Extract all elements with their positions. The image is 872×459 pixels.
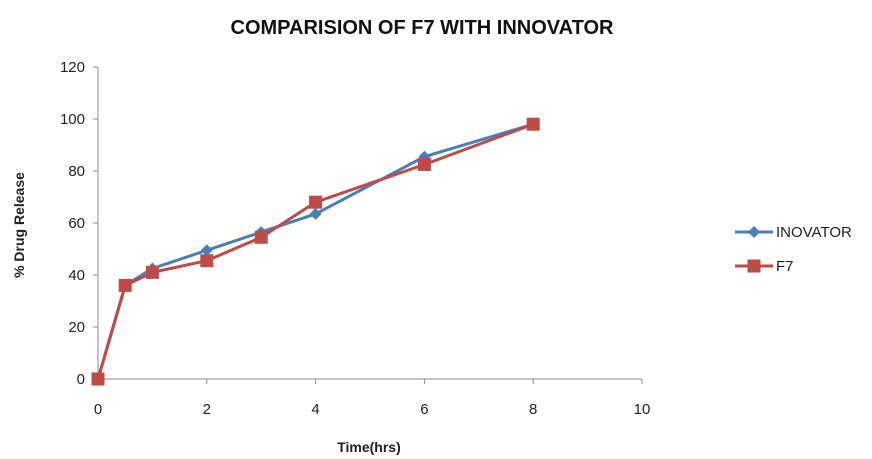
- axes: [93, 66, 643, 384]
- series-line-1: [96, 122, 534, 380]
- tick-labels: 0 20 40 60 80 100 120 0 2 4 6 8 10: [60, 59, 650, 418]
- y-tick-label: 100: [60, 111, 85, 128]
- data-point-0: [309, 207, 322, 220]
- plot-area: [91, 117, 540, 386]
- y-tick-label: 20: [68, 319, 85, 336]
- x-tick-label: 4: [311, 401, 319, 418]
- chart-title: COMPARISION OF F7 WITH INNOVATOR: [231, 17, 615, 39]
- data-point-1: [417, 158, 431, 171]
- legend-marker: [747, 259, 761, 273]
- x-tick-label: 0: [94, 401, 102, 418]
- data-point-0: [200, 244, 213, 257]
- y-axis-title: % Drug Release: [11, 172, 27, 278]
- y-tick-label: 60: [68, 215, 85, 232]
- y-tick-label: 120: [60, 59, 85, 76]
- y-tick-label: 40: [68, 267, 85, 284]
- x-tick-label: 10: [634, 401, 651, 418]
- data-point-1: [200, 254, 214, 268]
- data-point-1: [254, 230, 268, 244]
- x-tick-label: 8: [529, 401, 537, 418]
- x-axis-title: Time(hrs): [337, 439, 401, 455]
- legend-label: INOVATOR: [776, 224, 852, 241]
- data-point-1: [118, 278, 132, 292]
- legend-marker: [748, 226, 760, 238]
- data-point-1: [526, 117, 540, 131]
- legend-label: F7: [776, 258, 794, 275]
- data-point-1: [309, 195, 323, 209]
- y-tick-label: 0: [77, 371, 85, 388]
- x-tick-label: 6: [420, 401, 428, 418]
- legend: INOVATOR F7: [735, 224, 852, 275]
- y-tick-label: 80: [68, 163, 85, 180]
- series-line-0: [96, 122, 534, 380]
- x-tick-label: 2: [203, 401, 211, 418]
- data-point-1: [145, 265, 159, 279]
- data-point-1: [91, 372, 105, 386]
